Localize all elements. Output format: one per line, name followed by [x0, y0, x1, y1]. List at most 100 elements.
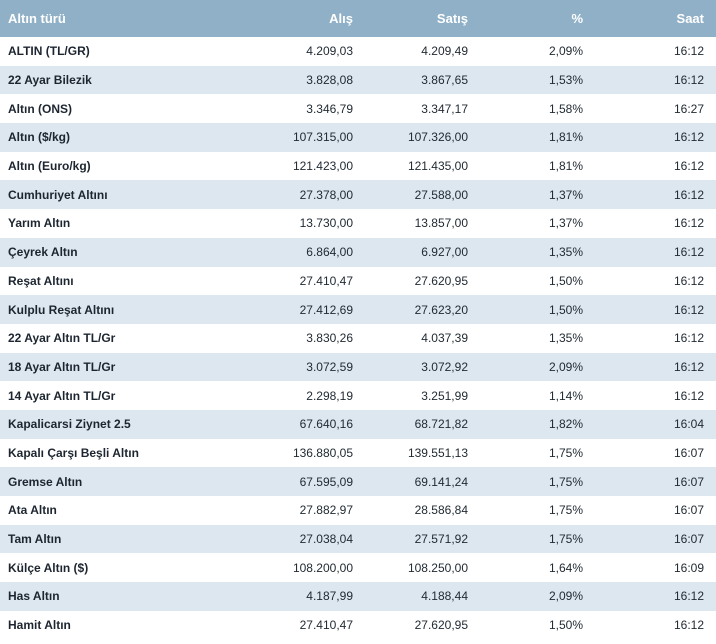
- table-row: 18 Ayar Altın TL/Gr 3.072,59 3.072,92 2,09%…: [0, 352, 716, 382]
- cell-buy-price: 6.864,00: [250, 237, 365, 267]
- cell-sell-price: 28.586,84: [365, 496, 480, 525]
- cell-sell-price: 27.588,00: [365, 180, 480, 210]
- table-row: Has Altın 4.187,99 4.188,44 2,09% 16:12: [0, 582, 716, 611]
- cell-buy-price: 107.315,00: [250, 123, 365, 152]
- cell-buy-price: 4.209,03: [250, 37, 365, 66]
- cell-sell-price: 6.927,00: [365, 237, 480, 267]
- cell-buy-price: 3.346,79: [250, 94, 365, 124]
- table-header: Altın türü Alış Satış % Saat: [0, 0, 716, 37]
- table-row: 14 Ayar Altın TL/Gr 2.298,19 3.251,99 1,14%…: [0, 381, 716, 410]
- cell-time: 16:12: [595, 151, 716, 181]
- cell-time: 16:07: [595, 467, 716, 496]
- cell-buy-price: 3.072,59: [250, 352, 365, 382]
- cell-change-percent: 1,81%: [480, 151, 595, 181]
- cell-time: 16:09: [595, 553, 716, 583]
- header-percent[interactable]: %: [480, 0, 595, 37]
- cell-change-percent: 1,75%: [480, 438, 595, 468]
- cell-time: 16:12: [595, 381, 716, 410]
- table-row: Altın (ONS) 3.346,79 3.347,17 1,58% 16:27: [0, 94, 716, 124]
- cell-sell-price: 3.347,17: [365, 94, 480, 124]
- cell-buy-price: 67.640,16: [250, 409, 365, 439]
- cell-sell-price: 108.250,00: [365, 553, 480, 583]
- header-sell[interactable]: Satış: [365, 0, 480, 37]
- cell-gold-type: Cumhuriyet Altını: [0, 180, 250, 210]
- cell-sell-price: 27.620,95: [365, 266, 480, 296]
- table-row: 22 Ayar Bilezik 3.828,08 3.867,65 1,53% 16:1…: [0, 65, 716, 95]
- header-buy[interactable]: Alış: [250, 0, 365, 37]
- cell-change-percent: 1,37%: [480, 180, 595, 210]
- cell-buy-price: 67.595,09: [250, 467, 365, 496]
- cell-time: 16:04: [595, 409, 716, 439]
- cell-sell-price: 121.435,00: [365, 151, 480, 181]
- cell-gold-type: Ata Altın: [0, 496, 250, 525]
- cell-time: 16:12: [595, 582, 716, 611]
- cell-time: 16:12: [595, 323, 716, 353]
- cell-buy-price: 3.828,08: [250, 65, 365, 95]
- cell-gold-type: Kulplu Reşat Altını: [0, 295, 250, 324]
- cell-buy-price: 136.880,05: [250, 438, 365, 468]
- cell-gold-type: Çeyrek Altın: [0, 237, 250, 267]
- table-row: Ata Altın 27.882,97 28.586,84 1,75% 16:07: [0, 496, 716, 525]
- cell-buy-price: 27.378,00: [250, 180, 365, 210]
- cell-time: 16:12: [595, 209, 716, 238]
- table-row: Çeyrek Altın 6.864,00 6.927,00 1,35% 16:12: [0, 237, 716, 267]
- cell-time: 16:27: [595, 94, 716, 124]
- cell-sell-price: 3.251,99: [365, 381, 480, 410]
- table-row: Tam Altın 27.038,04 27.571,92 1,75% 16:07: [0, 524, 716, 554]
- cell-change-percent: 1,50%: [480, 610, 595, 640]
- cell-gold-type: Gremse Altın: [0, 467, 250, 496]
- cell-buy-price: 3.830,26: [250, 323, 365, 353]
- table-row: Kapalicarsi Ziynet 2.5 67.640,16 68.721,82…: [0, 409, 716, 439]
- cell-change-percent: 2,09%: [480, 352, 595, 382]
- table-row: 22 Ayar Altın TL/Gr 3.830,26 4.037,39 1,35%…: [0, 323, 716, 353]
- table-body: ALTIN (TL/GR) 4.209,03 4.209,49 2,09% 16:12 2…: [0, 37, 716, 640]
- table-row: Kulplu Reşat Altını 27.412,69 27.623,20 1,5…: [0, 295, 716, 324]
- cell-time: 16:07: [595, 496, 716, 525]
- cell-sell-price: 139.551,13: [365, 438, 480, 468]
- cell-time: 16:12: [595, 610, 716, 640]
- cell-change-percent: 1,53%: [480, 65, 595, 95]
- cell-gold-type: 14 Ayar Altın TL/Gr: [0, 381, 250, 410]
- table-row: Altın (Euro/kg) 121.423,00 121.435,00 1,81%…: [0, 151, 716, 181]
- cell-change-percent: 1,64%: [480, 553, 595, 583]
- cell-time: 16:12: [595, 180, 716, 210]
- cell-gold-type: 22 Ayar Altın TL/Gr: [0, 323, 250, 353]
- cell-buy-price: 13.730,00: [250, 209, 365, 238]
- cell-gold-type: Altın ($/kg): [0, 123, 250, 152]
- cell-time: 16:12: [595, 295, 716, 324]
- cell-sell-price: 4.037,39: [365, 323, 480, 353]
- header-time[interactable]: Saat: [595, 0, 716, 37]
- table-row: Yarım Altın 13.730,00 13.857,00 1,37% 16:12: [0, 209, 716, 238]
- cell-time: 16:12: [595, 65, 716, 95]
- cell-sell-price: 107.326,00: [365, 123, 480, 152]
- cell-gold-type: Kapalı Çarşı Beşli Altın: [0, 438, 250, 468]
- cell-gold-type: Külçe Altın ($): [0, 553, 250, 583]
- cell-gold-type: Hamit Altın: [0, 610, 250, 640]
- cell-time: 16:12: [595, 237, 716, 267]
- cell-gold-type: 22 Ayar Bilezik: [0, 65, 250, 95]
- cell-buy-price: 27.412,69: [250, 295, 365, 324]
- cell-change-percent: 1,50%: [480, 266, 595, 296]
- cell-sell-price: 13.857,00: [365, 209, 480, 238]
- cell-gold-type: 18 Ayar Altın TL/Gr: [0, 352, 250, 382]
- table-row: ALTIN (TL/GR) 4.209,03 4.209,49 2,09% 16:12: [0, 37, 716, 66]
- cell-change-percent: 2,09%: [480, 582, 595, 611]
- cell-change-percent: 1,50%: [480, 295, 595, 324]
- header-row: Altın türü Alış Satış % Saat: [0, 0, 716, 37]
- cell-buy-price: 27.882,97: [250, 496, 365, 525]
- cell-change-percent: 1,75%: [480, 467, 595, 496]
- table-row: Hamit Altın 27.410,47 27.620,95 1,50% 16:12: [0, 610, 716, 640]
- cell-change-percent: 1,14%: [480, 381, 595, 410]
- cell-sell-price: 27.571,92: [365, 524, 480, 554]
- cell-sell-price: 4.188,44: [365, 582, 480, 611]
- cell-gold-type: Altın (Euro/kg): [0, 151, 250, 181]
- table-row: Altın ($/kg) 107.315,00 107.326,00 1,81% 16:…: [0, 123, 716, 152]
- cell-time: 16:12: [595, 37, 716, 66]
- cell-sell-price: 27.620,95: [365, 610, 480, 640]
- cell-buy-price: 121.423,00: [250, 151, 365, 181]
- cell-sell-price: 3.072,92: [365, 352, 480, 382]
- cell-gold-type: Reşat Altını: [0, 266, 250, 296]
- cell-sell-price: 27.623,20: [365, 295, 480, 324]
- header-gold-type[interactable]: Altın türü: [0, 0, 250, 37]
